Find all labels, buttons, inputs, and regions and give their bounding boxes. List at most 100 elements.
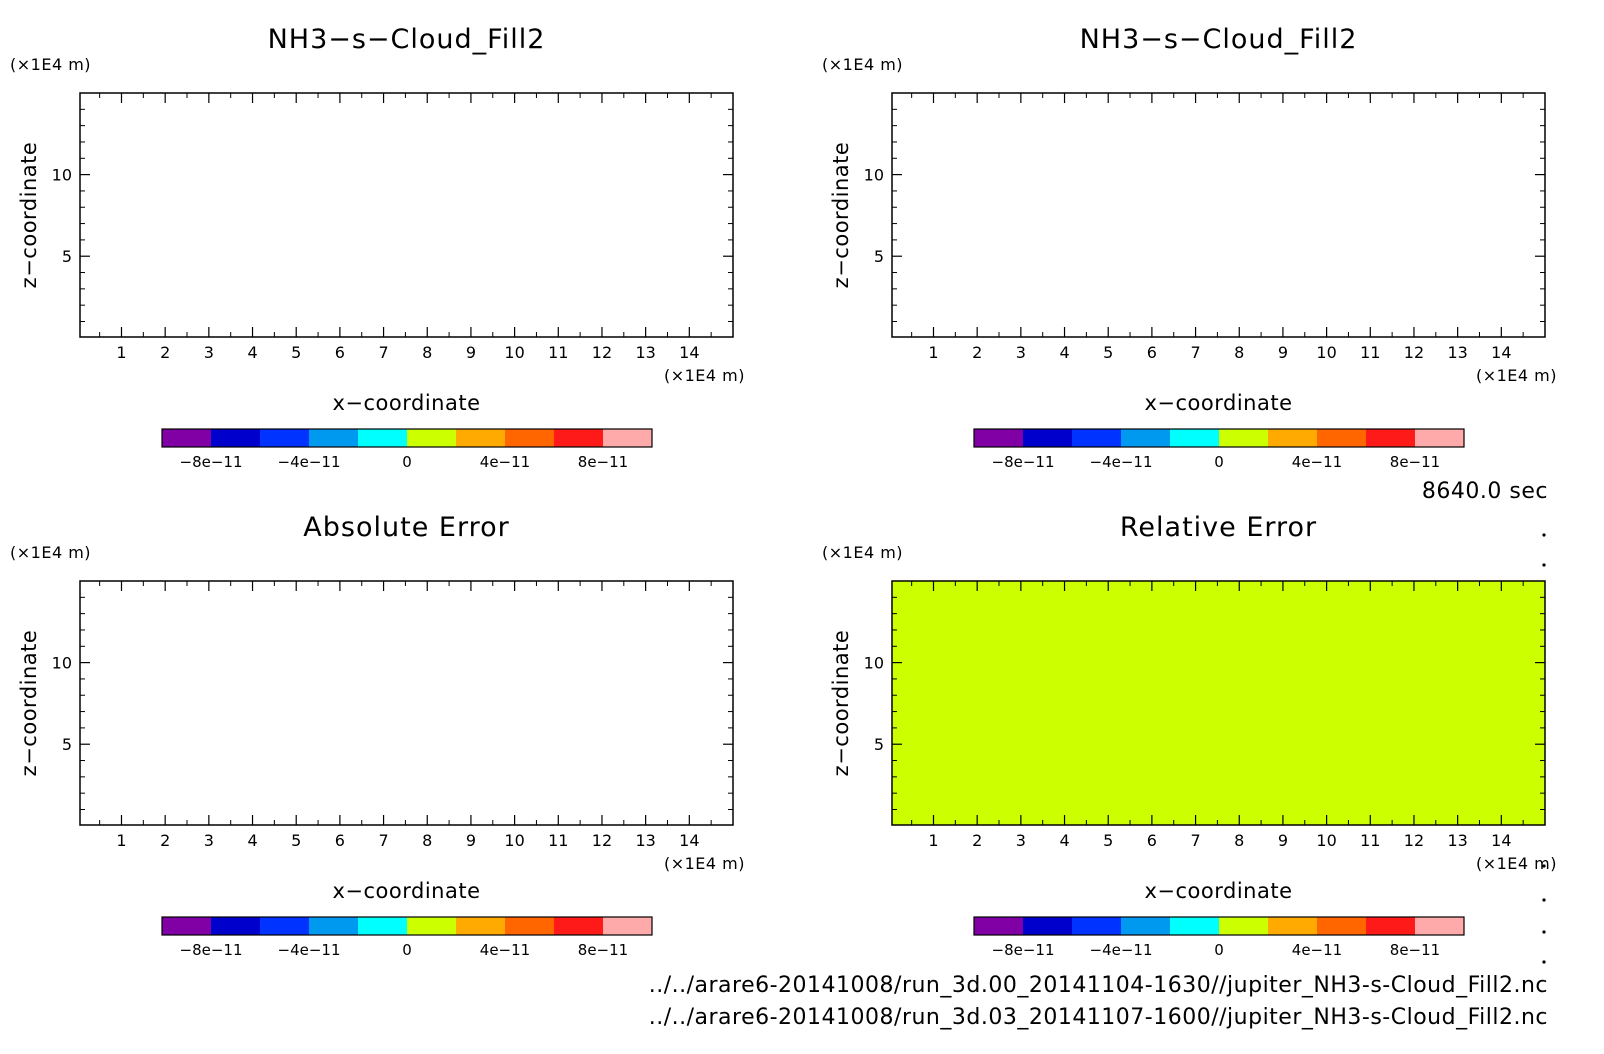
colorbar-label: −4e−11: [1090, 453, 1153, 471]
x-tick-label: 5: [291, 343, 301, 362]
colorbar-segment: [505, 917, 555, 935]
x-tick-label: 10: [504, 831, 524, 850]
x-tick-label: 12: [592, 831, 612, 850]
x-tick-label: 8: [1234, 831, 1244, 850]
x-axis-unit: (×1E4 m): [1476, 854, 1557, 873]
x-tick-label: 9: [1278, 343, 1288, 362]
colorbar-segment: [1415, 429, 1465, 447]
x-tick-label: 6: [1147, 831, 1157, 850]
y-tick-label: 5: [62, 735, 72, 754]
colorbar-segment: [1121, 917, 1171, 935]
margin-dot: [1542, 898, 1546, 902]
colorbar-label: 8e−11: [1390, 941, 1440, 959]
x-tick-label: 14: [1491, 831, 1511, 850]
colorbar-label: −8e−11: [992, 941, 1055, 959]
x-tick-label: 6: [335, 343, 345, 362]
y-axis-unit: (×1E4 m): [10, 543, 91, 562]
x-tick-label: 3: [204, 831, 214, 850]
x-axis-label: x−coordinate: [1144, 391, 1292, 415]
colorbar-label: 4e−11: [1292, 453, 1342, 471]
x-tick-label: 4: [247, 831, 257, 850]
colorbar-segment: [1366, 429, 1416, 447]
x-tick-label: 10: [1316, 831, 1336, 850]
y-axis-unit: (×1E4 m): [10, 55, 91, 74]
colorbar-segment: [1219, 429, 1269, 447]
x-axis-unit: (×1E4 m): [664, 854, 745, 873]
colorbar-label: 4e−11: [1292, 941, 1342, 959]
colorbar-frame: [973, 428, 1465, 448]
plot-frame: [891, 92, 1546, 338]
colorbar-segment: [358, 917, 408, 935]
margin-dot: [1542, 563, 1546, 567]
x-tick-label: 7: [378, 343, 388, 362]
x-tick-label: 2: [160, 831, 170, 850]
y-axis-label: z−coordinate: [17, 142, 41, 289]
colorbar-label: 0: [1214, 453, 1224, 471]
file-path-2: ../../arare6-20141008/run_3d.03_20141107…: [649, 1005, 1548, 1030]
colorbar-segment: [1317, 917, 1367, 935]
colorbar-segment: [1072, 429, 1122, 447]
x-tick-label: 8: [1234, 343, 1244, 362]
x-tick-label: 3: [1016, 343, 1026, 362]
x-tick-label: 9: [466, 343, 476, 362]
x-tick-label: 12: [1404, 343, 1424, 362]
chart-panel-1: NH3−s−Cloud_Fill2(×1E4 m)1 2 3 4 5 6 7 8 9 10 11 12…: [10, 24, 745, 471]
x-tick-label: 6: [335, 831, 345, 850]
colorbar-segment: [211, 917, 261, 935]
x-tick-label: 11: [548, 831, 568, 850]
chart-panel-4: Relative Error(×1E4 m)1 2 3 4 5 6 7 8 9 10 11 12 13 1…: [822, 512, 1557, 959]
colorbar-segment: [505, 429, 555, 447]
y-tick-label: 10: [864, 654, 884, 673]
chart-title: Relative Error: [1120, 512, 1317, 543]
colorbar-segment: [309, 917, 359, 935]
colorbar-segment: [260, 917, 310, 935]
x-tick-label: 4: [1059, 343, 1069, 362]
x-tick-label: 8: [422, 343, 432, 362]
x-tick-label: 11: [548, 343, 568, 362]
colorbar-segment: [1170, 917, 1220, 935]
y-tick-label: 5: [874, 735, 884, 754]
colorbar-segment: [1268, 917, 1318, 935]
chart-title: NH3−s−Cloud_Fill2: [268, 24, 546, 55]
x-axis-label: x−coordinate: [1144, 879, 1292, 903]
margin-dot: [1542, 864, 1546, 868]
colorbar-segment: [554, 917, 604, 935]
plot-frame: [79, 92, 734, 338]
x-tick-label: 7: [1190, 831, 1200, 850]
x-tick-label: 9: [1278, 831, 1288, 850]
colorbar-segment: [1317, 429, 1367, 447]
panels: NH3−s−Cloud_Fill2(×1E4 m)1 2 3 4 5 6 7 8 9 10 11 12…: [10, 24, 1557, 959]
chart-panel-3: Absolute Error(×1E4 m)1 2 3 4 5 6 7 8 9 10 11 12 13 1…: [10, 512, 745, 959]
colorbar-segment: [1023, 917, 1073, 935]
colorbar-segment: [260, 429, 310, 447]
colorbar-segment: [309, 429, 359, 447]
x-tick-label: 1: [928, 343, 938, 362]
margin-dot: [1542, 960, 1546, 964]
colorbar-segment: [1023, 429, 1073, 447]
x-tick-label: 14: [679, 343, 699, 362]
x-tick-label: 2: [972, 343, 982, 362]
chart-panel-2: NH3−s−Cloud_Fill2(×1E4 m)1 2 3 4 5 6 7 8 9 10 11 12…: [822, 24, 1557, 471]
y-tick-label: 10: [52, 654, 72, 673]
colorbar-label: 4e−11: [480, 453, 530, 471]
x-axis-unit: (×1E4 m): [1476, 366, 1557, 385]
x-tick-label: 2: [972, 831, 982, 850]
colorbar-segment: [603, 917, 653, 935]
colorbar-segment: [456, 917, 506, 935]
y-tick-label: 5: [62, 247, 72, 266]
time-label: 8640.0 sec: [1422, 479, 1548, 504]
chart-title: NH3−s−Cloud_Fill2: [1080, 24, 1358, 55]
colorbar-segment: [407, 917, 457, 935]
y-axis-unit: (×1E4 m): [822, 543, 903, 562]
colorbar-label: 0: [1214, 941, 1224, 959]
x-tick-label: 3: [204, 343, 214, 362]
x-tick-label: 13: [1447, 831, 1467, 850]
colorbar-segment: [162, 917, 212, 935]
colorbar-label: −8e−11: [180, 941, 243, 959]
x-tick-label: 2: [160, 343, 170, 362]
colorbar-segment: [1415, 917, 1465, 935]
colorbar-segment: [974, 429, 1024, 447]
x-axis-label: x−coordinate: [332, 879, 480, 903]
colorbar-segment: [1366, 917, 1416, 935]
